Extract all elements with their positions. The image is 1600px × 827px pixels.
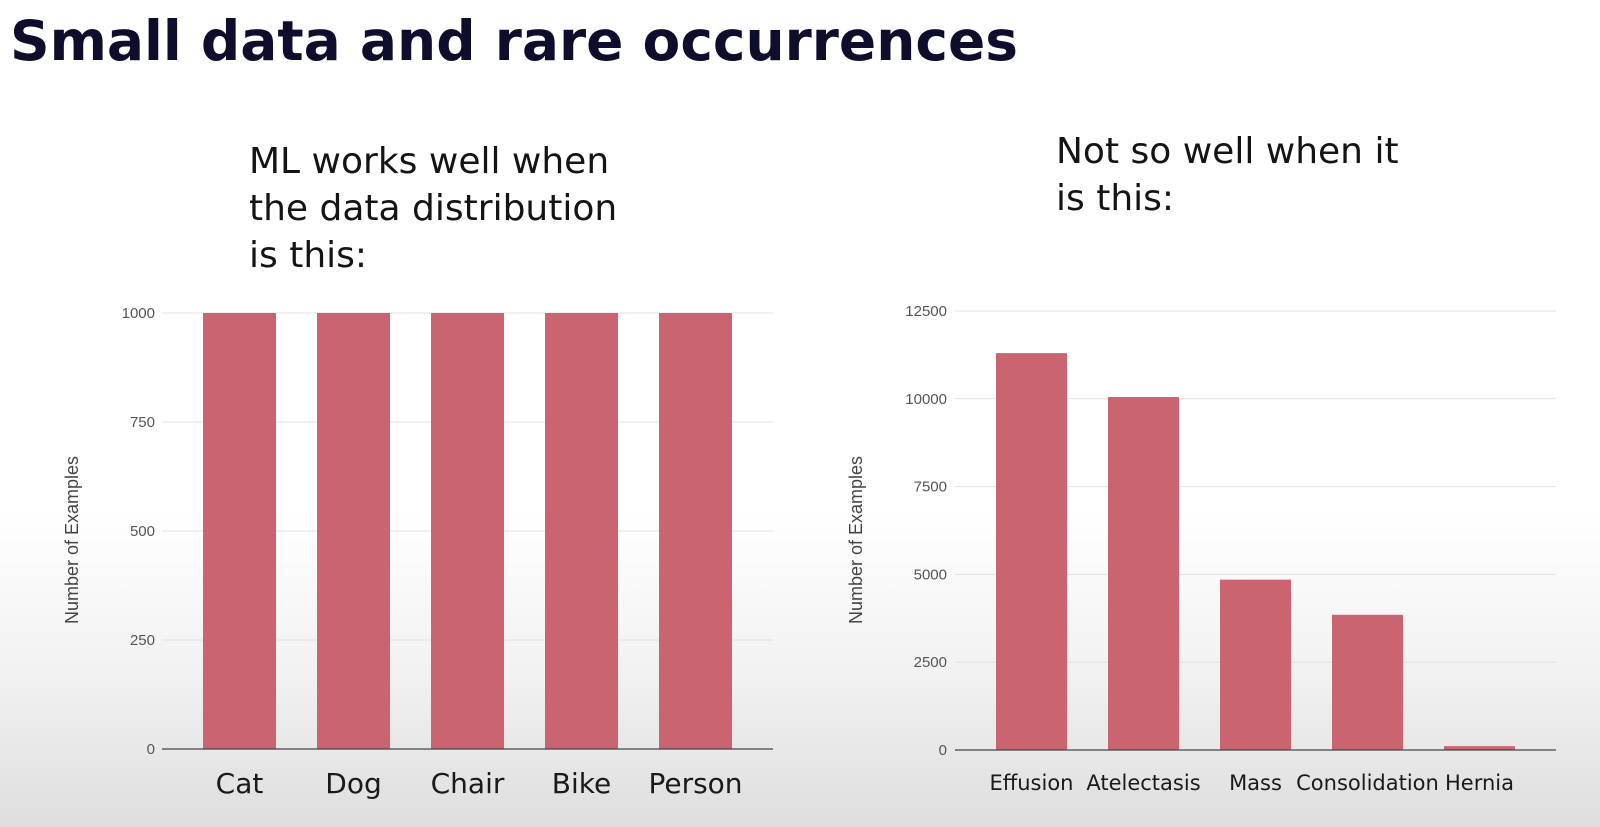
y-tick-label: 1000: [122, 305, 155, 322]
bar-bike: [545, 313, 618, 749]
x-category-label: Chair: [431, 767, 505, 800]
bar-atelectasis: [1108, 397, 1179, 750]
y-tick-label: 500: [130, 523, 155, 540]
bar-dog: [317, 313, 390, 749]
x-category-label: Atelectasis: [1086, 771, 1200, 795]
bar-effusion: [996, 353, 1067, 750]
left-caption-line: the data distribution: [249, 188, 618, 229]
left-caption-line: is this:: [249, 235, 368, 276]
x-category-label: Cat: [216, 767, 264, 800]
y-tick-label: 0: [147, 741, 155, 758]
x-category-label: Person: [648, 767, 742, 800]
bar-mass: [1220, 579, 1291, 750]
left-caption-line: ML works well when: [249, 141, 610, 182]
right-caption-line: is this:: [1056, 178, 1175, 219]
left-caption: ML works well when the data distribution…: [249, 138, 617, 279]
bar-chair: [431, 313, 504, 749]
balanced-bar-chart: 0 250 500 750 1000 Cat Dog Chair Bike Person Numbe…: [62, 305, 773, 800]
right-caption: Not so well when it is this:: [1056, 128, 1399, 222]
y-tick-label: 0: [939, 742, 947, 759]
y-tick-label: 250: [130, 632, 155, 649]
slide-title: Small data and rare occurrences: [10, 9, 1019, 73]
x-category-label: Dog: [325, 767, 381, 800]
y-tick-label: 12500: [905, 303, 947, 320]
y-axis-label: Number of Examples: [62, 456, 82, 624]
y-tick-label: 2500: [914, 654, 947, 671]
x-category-label: Consolidation: [1296, 771, 1439, 795]
bar-consolidation: [1332, 614, 1403, 750]
bar-person: [659, 313, 732, 749]
bar-hernia: [1444, 746, 1515, 750]
y-axis-label: Number of Examples: [846, 456, 866, 624]
bar-cat: [203, 313, 276, 749]
y-tick-label: 10000: [905, 391, 947, 408]
x-category-label: Bike: [552, 767, 611, 800]
x-category-label: Hernia: [1445, 771, 1514, 795]
right-caption-line: Not so well when it: [1056, 131, 1399, 172]
y-tick-label: 7500: [914, 479, 947, 496]
y-tick-label: 5000: [914, 566, 947, 583]
y-tick-label: 750: [130, 414, 155, 431]
x-category-label: Mass: [1229, 771, 1282, 795]
x-category-label: Effusion: [990, 771, 1074, 795]
